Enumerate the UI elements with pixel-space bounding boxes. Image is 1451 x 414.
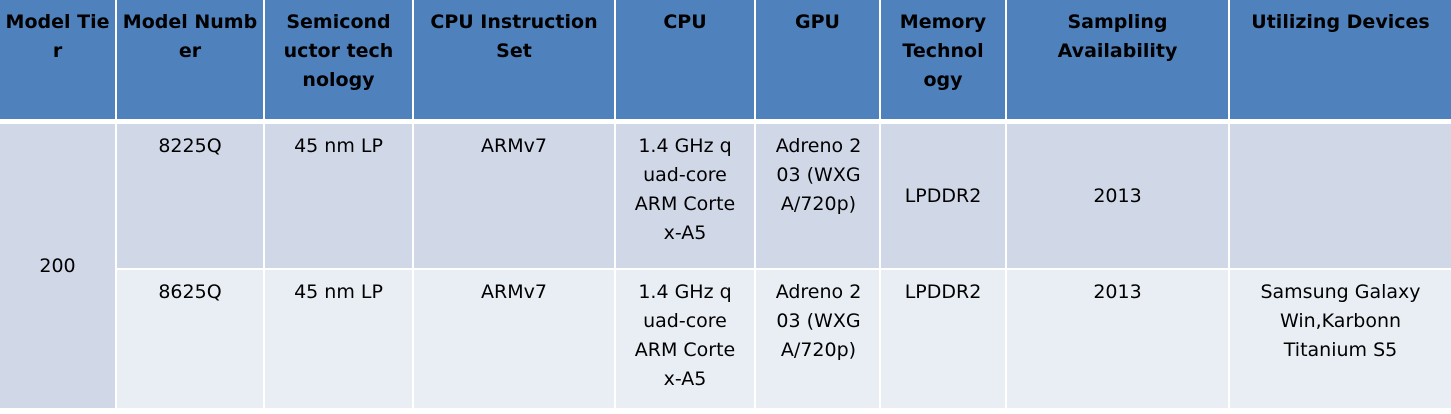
header-sampling: Sampling Availability [1007,0,1230,124]
cell-model-number: 8625Q [117,270,265,410]
cell-sampling: 2013 [1007,270,1230,410]
header-gpu: GPU [756,0,881,124]
cell-cpu: 1.4 GHz quad-core ARM Cortex-A5 [616,270,756,410]
header-model-number: Model Number [117,0,265,124]
cell-model-tier: 200 [0,124,117,410]
cell-instruction-set: ARMv7 [414,124,616,270]
header-memory: Memory Technology [881,0,1007,124]
header-semiconductor: Semiconductor technology [265,0,414,124]
cell-model-number: 8225Q [117,124,265,270]
cell-cpu: 1.4 GHz quad-core ARM Cortex-A5 [616,124,756,270]
cell-memory: LPDDR2 [881,124,1007,270]
header-instruction-set: CPU Instruction Set [414,0,616,124]
header-model-tier: Model Tier [0,0,117,124]
cell-devices: Samsung Galaxy Win,Karbonn Titanium S5 [1230,270,1451,410]
cell-gpu: Adreno 203 (WXGA/720p) [756,270,881,410]
cell-instruction-set: ARMv7 [414,270,616,410]
cell-devices [1230,124,1451,270]
header-cpu: CPU [616,0,756,124]
cell-sampling: 2013 [1007,124,1230,270]
header-devices: Utilizing Devices [1230,0,1451,124]
cell-memory: LPDDR2 [881,270,1007,410]
cell-semiconductor: 45 nm LP [265,270,414,410]
cell-gpu: Adreno 203 (WXGA/720p) [756,124,881,270]
cell-semiconductor: 45 nm LP [265,124,414,270]
header-row: Model Tier Model Number Semiconductor te… [0,0,1451,124]
table-row: 8625Q 45 nm LP ARMv7 1.4 GHz quad-core A… [0,270,1451,410]
table-row: 200 8225Q 45 nm LP ARMv7 1.4 GHz quad-co… [0,124,1451,410]
